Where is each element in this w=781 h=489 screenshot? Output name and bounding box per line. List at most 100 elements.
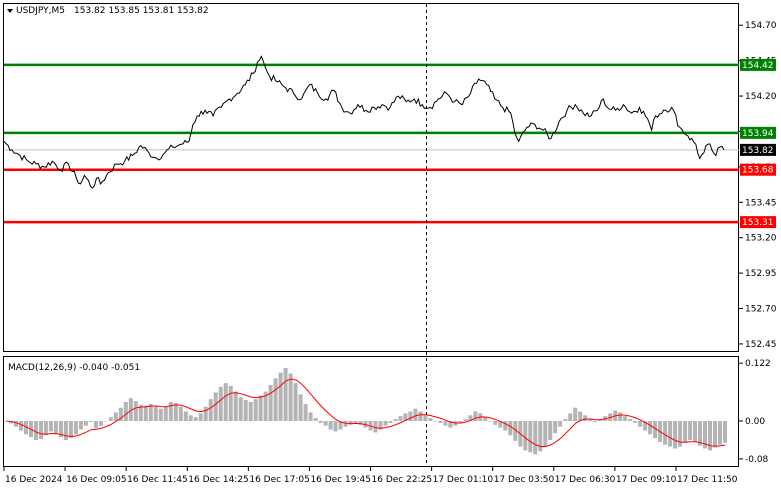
macd-histogram-bar bbox=[638, 421, 643, 427]
macd-histogram-bar bbox=[318, 421, 323, 423]
macd-histogram-bar bbox=[113, 412, 118, 421]
macd-histogram-bar bbox=[678, 421, 683, 447]
macd-histogram-bar bbox=[688, 421, 693, 440]
macd-histogram-bar bbox=[273, 378, 278, 421]
macd-histogram-bar bbox=[14, 421, 18, 427]
macd-histogram-bar bbox=[193, 417, 198, 421]
macd-histogram-bar bbox=[643, 421, 648, 431]
macd-histogram-bar bbox=[278, 372, 283, 421]
macd-histogram-bar bbox=[373, 421, 378, 433]
macd-histogram-bar bbox=[573, 407, 578, 421]
time-tick-label: 16 Dec 2024 bbox=[5, 475, 63, 485]
macd-histogram-bar bbox=[693, 421, 697, 442]
macd-histogram-bar bbox=[538, 421, 543, 452]
time-tick-label: 16 Dec 14:25 bbox=[188, 475, 249, 485]
macd-histogram-bar bbox=[533, 421, 538, 455]
macd-histogram-bar bbox=[103, 421, 108, 422]
macd-histogram-bar bbox=[703, 421, 707, 449]
macd-panel-frame bbox=[3, 356, 739, 467]
price-tick-label: 152.45 bbox=[745, 340, 777, 350]
macd-histogram-bar bbox=[313, 418, 318, 421]
price-tick-label: 153.45 bbox=[745, 198, 777, 208]
macd-histogram-bar bbox=[383, 421, 388, 426]
macd-histogram-bar bbox=[34, 421, 38, 440]
macd-signal-line bbox=[6, 378, 726, 447]
macd-histogram-bar bbox=[108, 417, 113, 421]
macd-histogram-bar bbox=[293, 383, 298, 421]
macd-histogram-bar bbox=[498, 421, 503, 428]
macd-histogram-bar bbox=[213, 392, 218, 421]
price-tick-label: 154.70 bbox=[745, 21, 777, 31]
macd-histogram-bar bbox=[358, 421, 363, 425]
macd-histogram-bar bbox=[568, 413, 573, 421]
macd-histogram-bar bbox=[483, 417, 488, 421]
macd-histogram-bar bbox=[553, 421, 558, 434]
macd-histogram-bar bbox=[708, 421, 712, 451]
macd-histogram-bar bbox=[283, 367, 288, 421]
macd-histogram-bar bbox=[503, 421, 508, 431]
macd-histogram-bar bbox=[333, 421, 338, 432]
macd-histogram-bar bbox=[588, 419, 593, 421]
resistance-level-tag bbox=[740, 126, 776, 139]
macd-histogram-bar bbox=[408, 411, 413, 421]
time-tick-label: 17 Dec 03:50 bbox=[494, 475, 555, 485]
macd-histogram-bar bbox=[68, 421, 73, 439]
macd-histogram-bar bbox=[263, 391, 268, 421]
macd-histogram-bar bbox=[548, 421, 553, 440]
macd-histogram-bar bbox=[9, 421, 13, 424]
macd-histogram-bar bbox=[343, 421, 348, 427]
macd-histogram-bar bbox=[418, 411, 423, 421]
support-level-tag bbox=[740, 163, 776, 176]
support-level-label: 153.31 bbox=[742, 218, 774, 228]
macd-histogram-bar bbox=[183, 411, 188, 421]
macd-histogram-bar bbox=[163, 406, 168, 421]
macd-histogram-bar bbox=[243, 400, 248, 421]
macd-histogram-bar bbox=[223, 383, 228, 421]
macd-histogram-bar bbox=[323, 421, 328, 426]
time-tick-label: 16 Dec 09:05 bbox=[66, 475, 127, 485]
price-tick-label: 152.70 bbox=[745, 305, 777, 315]
macd-histogram-bar bbox=[233, 391, 238, 421]
macd-histogram-bar bbox=[668, 421, 673, 447]
price-tick-label: 152.95 bbox=[745, 269, 777, 279]
macd-histogram-bar bbox=[173, 403, 178, 421]
time-tick-label: 17 Dec 11:50 bbox=[677, 475, 738, 485]
support-level-label: 153.68 bbox=[742, 166, 774, 176]
macd-histogram-bar bbox=[63, 421, 68, 440]
macd-histogram-bar bbox=[433, 421, 438, 422]
macd-histogram-bar bbox=[133, 401, 138, 421]
price-tick-label: 154.20 bbox=[745, 92, 777, 102]
macd-histogram-bar bbox=[528, 421, 533, 453]
macd-histogram-bar bbox=[188, 415, 193, 421]
macd-histogram-bar bbox=[673, 421, 678, 449]
main-panel-frame bbox=[3, 3, 739, 352]
macd-histogram-bar bbox=[618, 412, 623, 421]
symbol-dropdown-icon[interactable] bbox=[7, 9, 13, 13]
macd-histogram-bar bbox=[118, 407, 123, 421]
macd-histogram-bar bbox=[178, 406, 183, 421]
macd-histogram-bar bbox=[388, 421, 393, 423]
macd-histogram-bar bbox=[493, 421, 498, 425]
symbol-label: USDJPY,M5 bbox=[16, 6, 65, 16]
ohlc-label: 153.82 153.85 153.81 153.82 bbox=[74, 6, 209, 16]
macd-histogram-bar bbox=[558, 421, 563, 427]
macd-histogram-bar bbox=[443, 421, 448, 426]
macd-histogram-bar bbox=[398, 416, 403, 421]
resistance-level-tag bbox=[740, 58, 776, 71]
macd-histogram-bar bbox=[628, 419, 633, 421]
macd-tick-label: 0.122 bbox=[745, 359, 771, 369]
macd-histogram-bar bbox=[258, 395, 263, 421]
macd-histogram-bar bbox=[348, 421, 353, 425]
macd-axis: 0.122 0.00 -0.08 bbox=[739, 359, 771, 465]
macd-histogram-bar bbox=[563, 419, 568, 421]
macd-histogram-bar bbox=[683, 421, 688, 443]
macd-histogram-bar bbox=[218, 386, 223, 421]
macd-histogram-bar bbox=[268, 385, 273, 421]
time-tick-label: 17 Dec 01:10 bbox=[433, 475, 494, 485]
price-tick-label: 153.20 bbox=[745, 234, 777, 244]
macd-histogram-bar bbox=[73, 421, 78, 435]
macd-histogram-bar bbox=[308, 412, 313, 421]
macd-histogram-bar bbox=[438, 421, 443, 423]
macd-histogram-bar bbox=[43, 421, 48, 436]
